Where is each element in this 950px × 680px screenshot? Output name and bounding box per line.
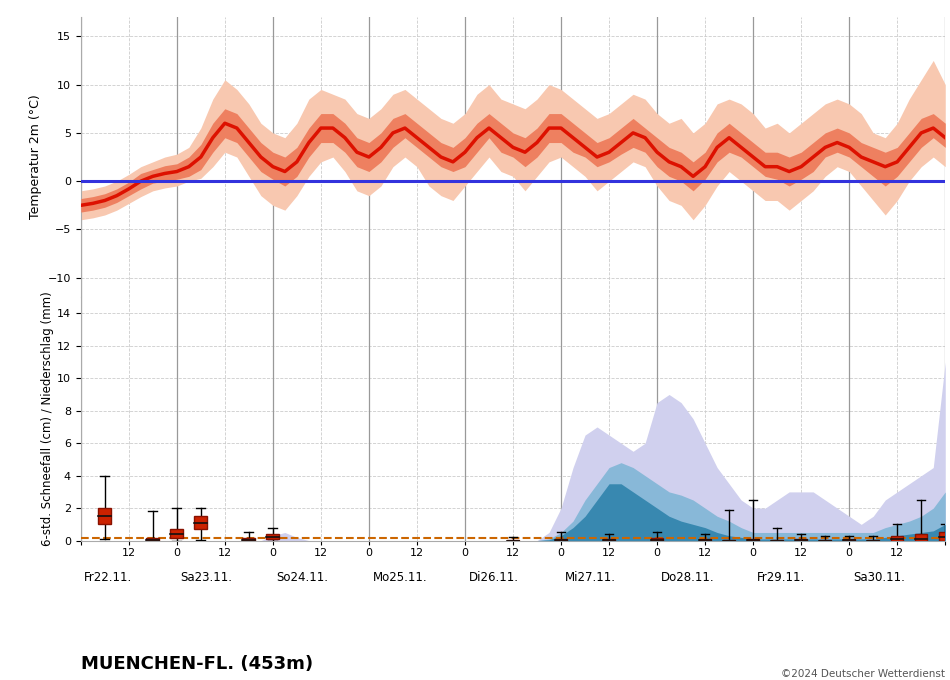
Bar bbox=[771, 540, 783, 541]
Bar bbox=[507, 540, 519, 541]
Bar bbox=[844, 539, 855, 541]
Text: So24.11.: So24.11. bbox=[276, 571, 329, 584]
Bar bbox=[819, 540, 831, 541]
Bar bbox=[603, 539, 615, 541]
Bar bbox=[795, 539, 808, 541]
Text: Fr22.11.: Fr22.11. bbox=[85, 571, 133, 584]
Text: Sa23.11.: Sa23.11. bbox=[180, 571, 233, 584]
Bar bbox=[867, 540, 879, 541]
Bar bbox=[194, 516, 207, 529]
Bar bbox=[170, 529, 183, 538]
Bar bbox=[651, 538, 663, 541]
Bar bbox=[940, 532, 950, 541]
Bar bbox=[915, 534, 927, 541]
Y-axis label: 6-std. Schneefall (cm) / Niederschlag (mm): 6-std. Schneefall (cm) / Niederschlag (m… bbox=[41, 292, 54, 546]
Text: ©2024 Deutscher Wetterdienst: ©2024 Deutscher Wetterdienst bbox=[781, 668, 945, 679]
Bar bbox=[146, 538, 160, 541]
Bar bbox=[555, 539, 567, 541]
Text: Mo25.11.: Mo25.11. bbox=[372, 571, 428, 584]
Bar bbox=[242, 538, 256, 541]
Bar bbox=[98, 508, 111, 524]
Text: Di26.11.: Di26.11. bbox=[468, 571, 519, 584]
Text: Do28.11.: Do28.11. bbox=[660, 571, 714, 584]
Bar bbox=[699, 539, 712, 541]
Bar bbox=[266, 534, 279, 539]
Text: Fr29.11.: Fr29.11. bbox=[757, 571, 805, 584]
Y-axis label: Temperatur 2m (°C): Temperatur 2m (°C) bbox=[29, 95, 42, 220]
Bar bbox=[747, 539, 759, 541]
Text: MUENCHEN-FL. (453m): MUENCHEN-FL. (453m) bbox=[81, 656, 313, 673]
Text: Sa30.11.: Sa30.11. bbox=[853, 571, 904, 584]
Bar bbox=[891, 536, 903, 541]
Bar bbox=[723, 540, 735, 541]
Text: Mi27.11.: Mi27.11. bbox=[564, 571, 616, 584]
